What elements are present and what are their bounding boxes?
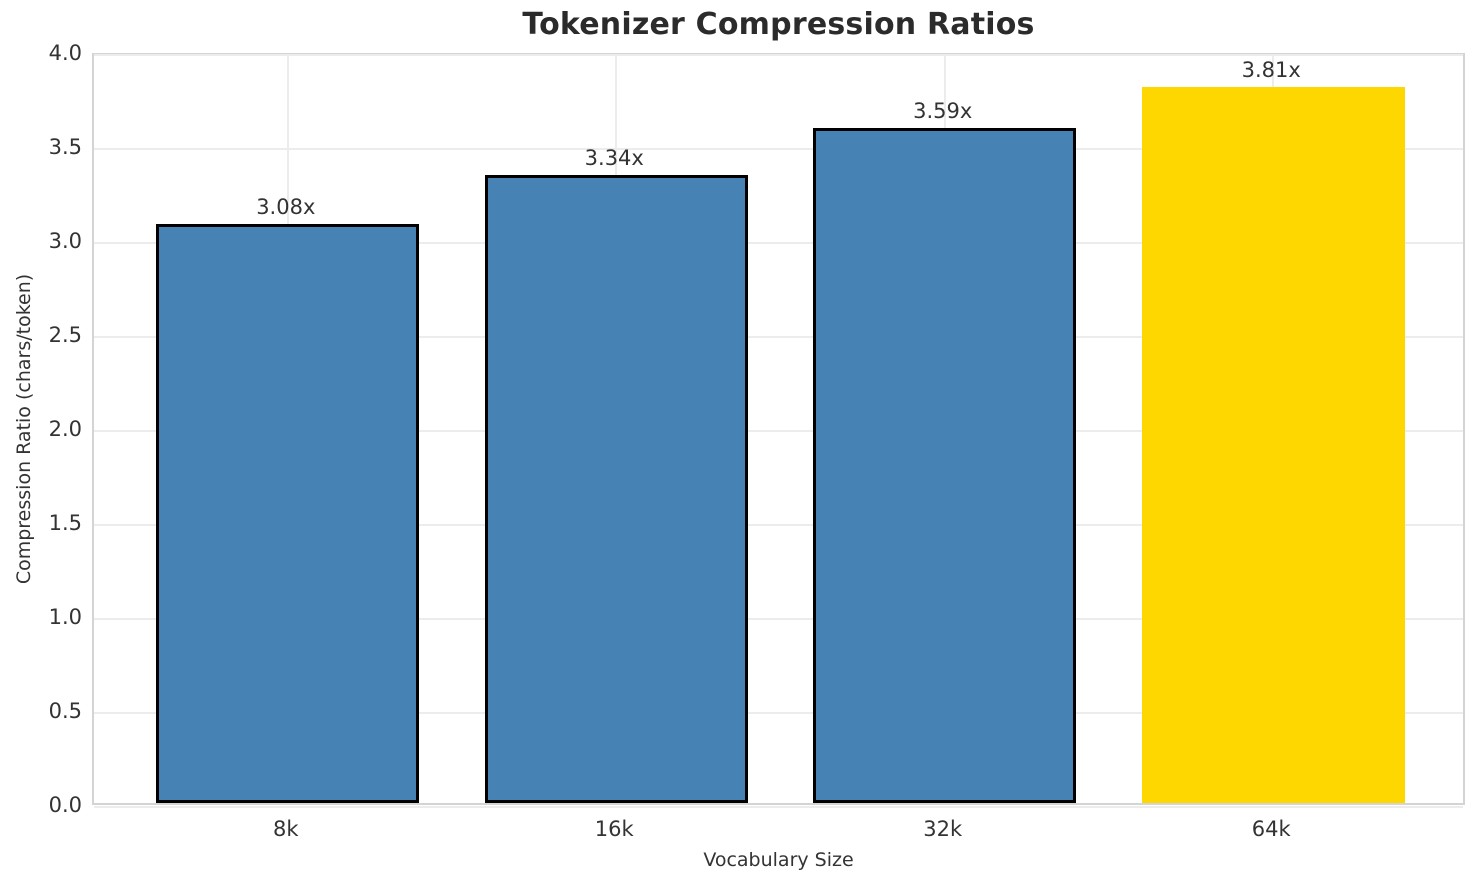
plot-area xyxy=(92,53,1465,808)
bar-16k xyxy=(484,175,748,803)
chart-title: Tokenizer Compression Ratios xyxy=(522,7,1035,42)
x-tick-label-8k: 8k xyxy=(273,817,299,841)
bar-value-label-32k: 3.59x xyxy=(913,99,973,124)
bar-value-label-64k: 3.81x xyxy=(1241,57,1301,82)
x-tick-label-32k: 32k xyxy=(923,817,963,841)
gridline-h xyxy=(94,618,1463,620)
bar-value-label-8k: 3.08x xyxy=(256,194,316,219)
y-tick-label: 0.5 xyxy=(48,699,82,723)
y-axis-label: Compression Ratio (chars/token) xyxy=(13,273,35,585)
x-tick-label-64k: 64k xyxy=(1251,817,1291,841)
gridline-h xyxy=(94,712,1463,714)
bar-32k xyxy=(813,128,1077,803)
y-tick-label: 1.5 xyxy=(48,511,82,535)
y-tick-label: 1.0 xyxy=(48,605,82,629)
y-tick-label: 2.5 xyxy=(48,323,82,347)
x-tick-label-16k: 16k xyxy=(594,817,634,841)
y-tick-label: 3.0 xyxy=(48,229,82,253)
y-tick-label: 2.0 xyxy=(48,417,82,441)
gridline-h xyxy=(94,524,1463,526)
gridline-h xyxy=(94,242,1463,244)
gridline-h xyxy=(94,430,1463,432)
y-tick-label: 0.0 xyxy=(48,793,82,817)
y-tick-label: 4.0 xyxy=(48,41,82,65)
x-axis-label: Vocabulary Size xyxy=(703,849,854,871)
gridline-h xyxy=(94,54,1463,56)
gridline-h xyxy=(94,148,1463,150)
bar-8k xyxy=(156,223,420,803)
gridline-h xyxy=(94,336,1463,338)
bar-64k xyxy=(1141,86,1405,803)
bar-value-label-16k: 3.34x xyxy=(584,146,644,171)
y-tick-label: 3.5 xyxy=(48,135,82,159)
gridline-h xyxy=(94,806,1463,808)
